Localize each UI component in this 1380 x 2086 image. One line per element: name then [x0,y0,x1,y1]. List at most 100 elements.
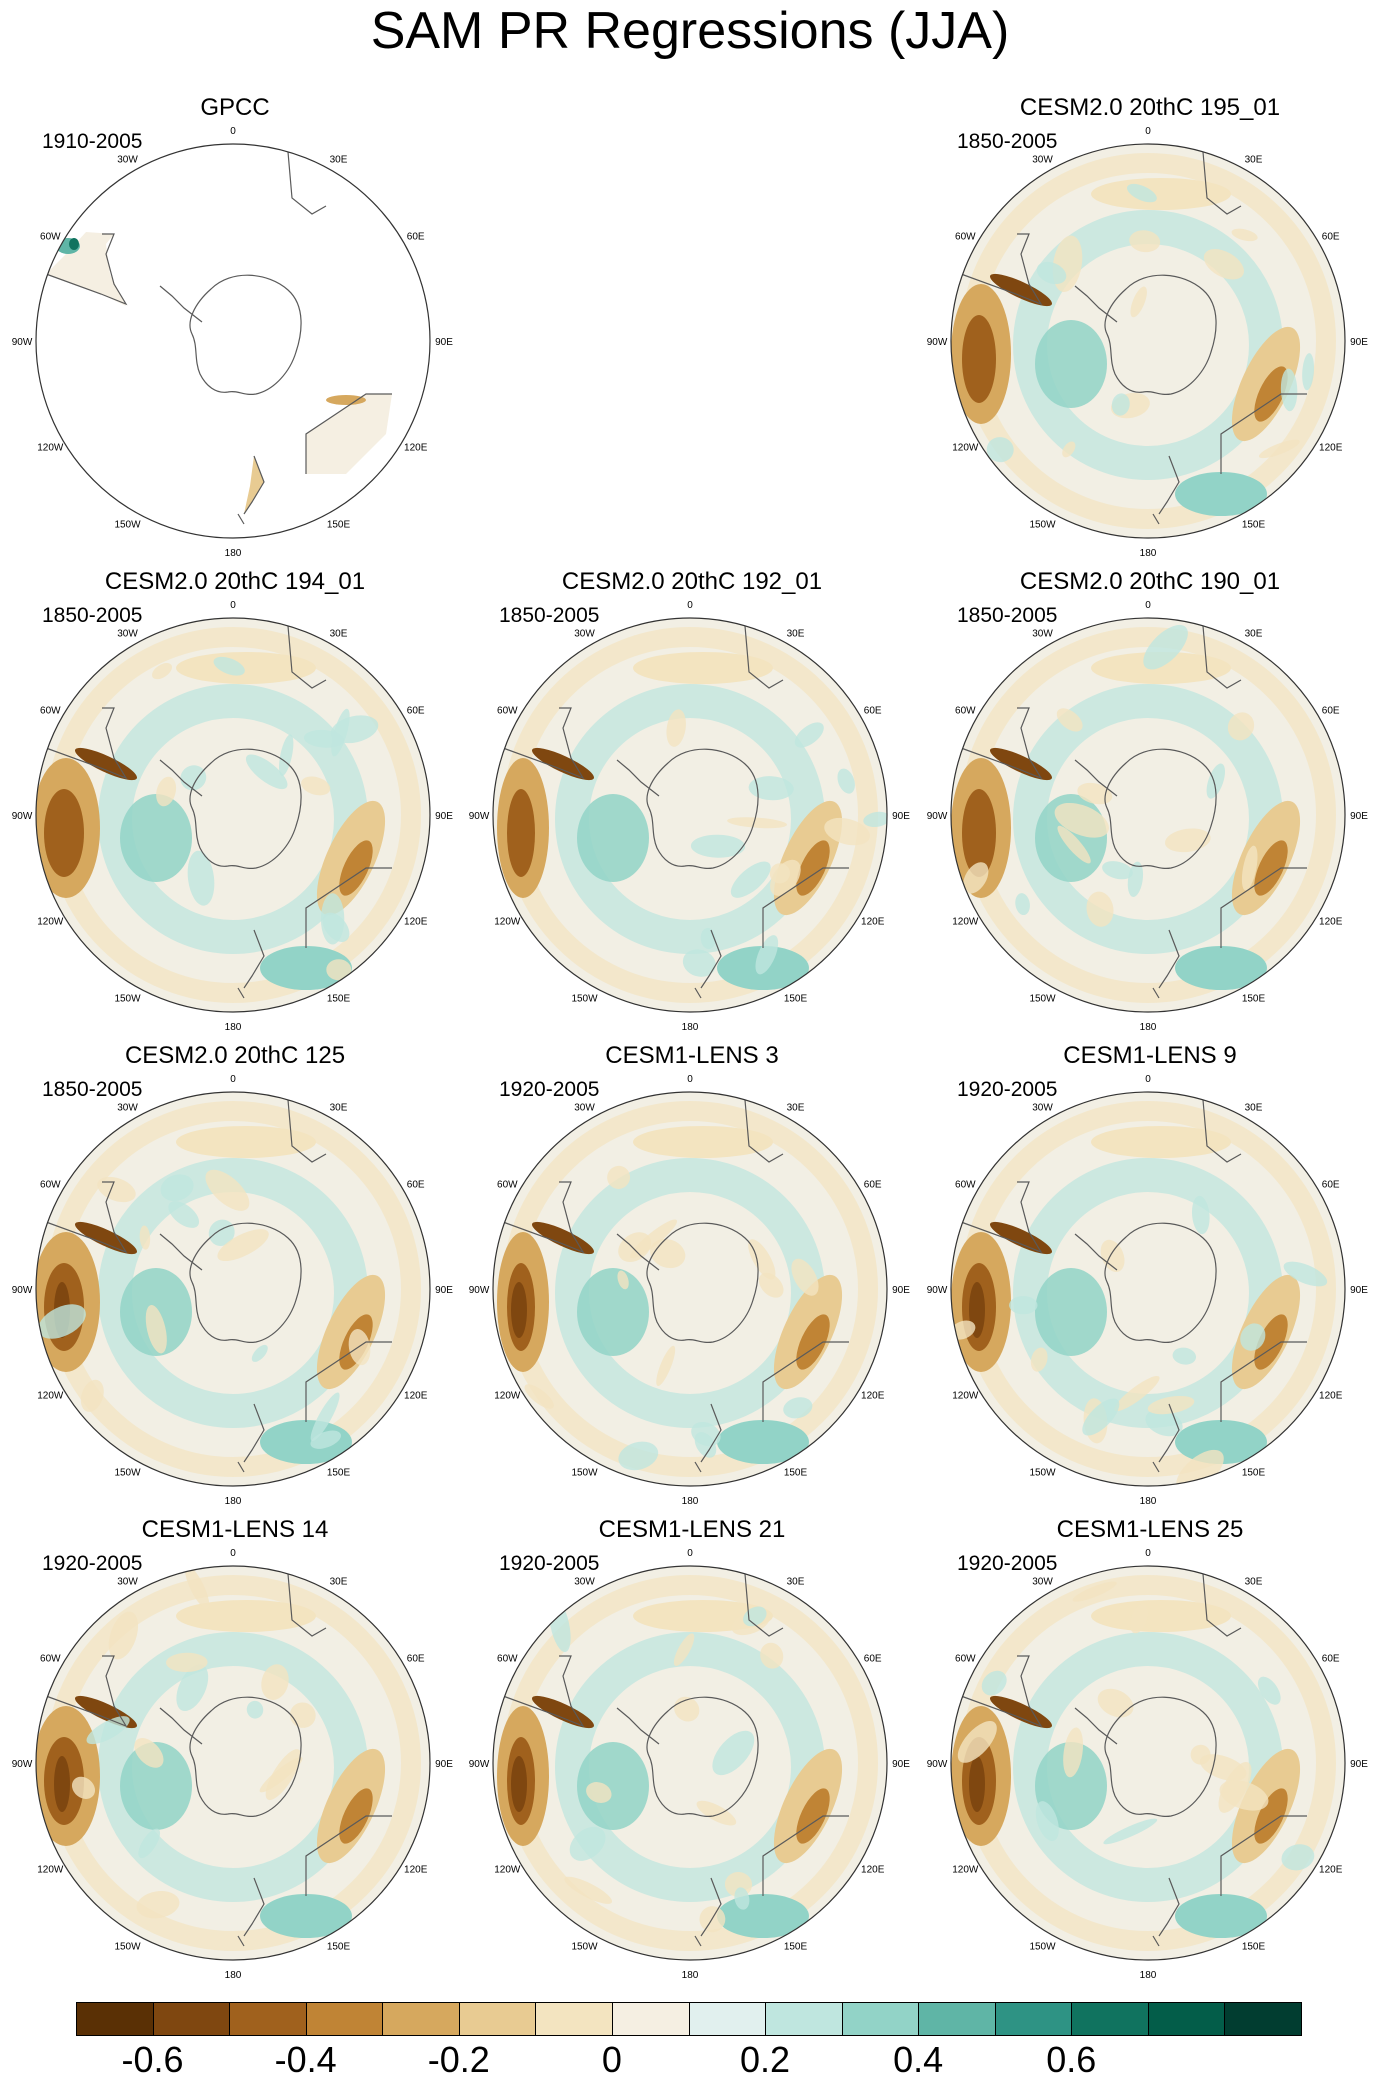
lon-label: 120E [1319,443,1343,454]
lon-label: 30E [787,1102,805,1113]
lon-label: 30W [117,154,138,165]
lon-label: 30E [330,1576,348,1587]
map-boundary [950,143,1346,539]
lon-label: 120E [404,443,428,454]
lon-label: 0 [1145,1074,1151,1085]
colorbar-swatch [611,2002,690,2036]
antarctica-coastline [646,1696,759,1818]
panel-title: CESM1-LENS 21 [598,1516,786,1543]
lon-label: 120W [494,1865,521,1876]
panel-period: 1850-2005 [957,604,1058,627]
lon-label: 60E [864,1654,882,1665]
lon-label: 180 [1140,1022,1157,1033]
panel-title: CESM1-LENS 3 [605,1042,779,1069]
panel-period: 1920-2005 [957,1078,1058,1101]
colorbar-swatch [229,2002,307,2036]
lon-label: 180 [225,1970,242,1981]
lon-label: 90E [1350,1285,1368,1296]
map-boundary [950,617,1346,1013]
panel-title: CESM2.0 20thC 195_01 [1019,94,1281,121]
lon-label: 120W [952,1391,979,1402]
lon-label: 90W [927,337,948,348]
panel-period: 1910-2005 [42,130,143,153]
map-boundary [35,143,431,539]
lon-label: 30W [117,1102,138,1113]
lon-label: 180 [1140,1970,1157,1981]
lon-label: 90E [435,337,453,348]
antarctica-coastline [1104,748,1217,870]
lon-label: 90W [12,1759,33,1770]
colorbar-swatch [994,2002,1073,2036]
lon-label: 150W [114,994,141,1005]
antarctica-coastline [189,1696,302,1818]
lon-label: 150E [784,1942,808,1953]
lon-label: 30W [574,628,595,639]
map-boundary [492,1091,888,1487]
lon-label: 150W [571,994,598,1005]
polar-map: 0 30E 60E 90E 120E 150E 180 150W 120W 90W 60W 30W [927,126,1369,559]
lon-label: 60W [40,1180,61,1191]
lon-label: 30E [1245,154,1263,165]
map-panel-cesm1-lens-3: 0 30E 60E 90E 120E 150E 180 150W 120W 90W 60W 30W CE… [463,1042,921,1514]
panel-title: CESM1-LENS 14 [141,1516,329,1543]
polar-map: 0 30E 60E 90E 120E 150E 180 150W 120W 90W 60W 30W [469,1548,911,1981]
lon-label: 180 [1140,548,1157,559]
map-boundary [492,1565,888,1961]
colorbar-tick-label: 0.4 [893,2039,944,2080]
lon-label: 90W [12,1285,33,1296]
lon-label: 120W [952,443,979,454]
lon-label: 150E [784,1468,808,1479]
lon-label: 30E [330,628,348,639]
lon-label: 30E [787,628,805,639]
lon-label: 60E [1322,1180,1340,1191]
lon-label: 60W [955,706,976,717]
lon-label: 150W [114,1942,141,1953]
antarctica-coastline [1104,274,1217,396]
lon-label: 90E [435,1285,453,1296]
lon-label: 150W [1029,1942,1056,1953]
lon-label: 0 [687,1074,693,1085]
lon-label: 150W [114,1468,141,1479]
lon-label: 30E [1245,628,1263,639]
lon-label: 180 [225,1496,242,1507]
lon-label: 90W [12,811,33,822]
lon-label: 150E [1242,1942,1266,1953]
lon-label: 30E [1245,1576,1263,1587]
lon-label: 120E [861,1391,885,1402]
colorbar-swatch [918,2002,996,2036]
lon-label: 60E [407,232,425,243]
map-panel-gpcc: 0 30E 60E 90E 120E 150E 180 150W 120W 90W 60W 30W GP… [6,94,464,566]
lon-label: 120E [404,1391,428,1402]
antarctica-coastline [189,274,302,396]
colorbar-tick-label: 0.6 [1046,2039,1097,2080]
lon-label: 60E [407,1654,425,1665]
lon-label: 30W [574,1576,595,1587]
lon-label: 150E [327,994,351,1005]
lon-label: 150E [1242,520,1266,531]
lon-label: 90E [1350,337,1368,348]
colorbar-swatch [152,2002,231,2036]
colorbar-swatch [535,2002,613,2036]
lon-label: 60E [1322,1654,1340,1665]
polar-map: 0 30E 60E 90E 120E 150E 180 150W 120W 90W 60W 30W [469,600,911,1033]
lon-label: 30W [1032,1102,1053,1113]
lon-label: 150E [1242,1468,1266,1479]
lon-label: 60W [955,232,976,243]
map-panel-cesm1-lens-21: 0 30E 60E 90E 120E 150E 180 150W 120W 90W 60W 30W CE… [463,1516,921,1988]
map-panel-cesm2-195-01: 0 30E 60E 90E 120E 150E 180 150W 120W 90W 60W 30W CE… [921,94,1379,566]
lon-label: 60W [40,1654,61,1665]
map-panel-cesm2-190-01: 0 30E 60E 90E 120E 150E 180 150W 120W 90W 60W 30W CE… [921,568,1379,1040]
lon-label: 120W [37,443,64,454]
lon-label: 30W [117,1576,138,1587]
colorbar-tick-label: 0 [601,2039,622,2080]
panel-period: 1850-2005 [499,604,600,627]
map-panel-cesm2-125: 0 30E 60E 90E 120E 150E 180 150W 120W 90W 60W 30W CE… [6,1042,464,1514]
colorbar-tick-label: 0.2 [740,2039,791,2080]
map-panel-cesm1-lens-25: 0 30E 60E 90E 120E 150E 180 150W 120W 90W 60W 30W CE… [921,1516,1379,1988]
lon-label: 90E [892,811,910,822]
map-panel-cesm1-lens-9: 0 30E 60E 90E 120E 150E 180 150W 120W 90W 60W 30W CE… [921,1042,1379,1514]
lon-label: 150W [114,520,141,531]
lon-label: 120W [37,917,64,928]
lon-label: 30W [117,628,138,639]
lon-label: 90W [469,811,490,822]
